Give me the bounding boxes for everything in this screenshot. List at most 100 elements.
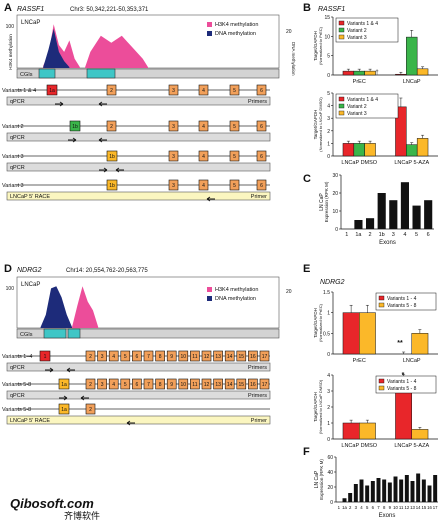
c-ylabel: LN CaP bbox=[319, 193, 325, 211]
f-bar bbox=[376, 478, 381, 502]
a-row-2-exon-6 bbox=[256, 120, 267, 132]
b-bottom-ylabel: Target/GAPDH bbox=[313, 110, 318, 140]
legend-dna: DNA methylation bbox=[215, 31, 256, 37]
a-row-3-label: Variant 3 bbox=[2, 154, 24, 160]
a-row-4-exon-6 bbox=[256, 179, 267, 191]
cgi-block-d1 bbox=[43, 328, 67, 339]
a-row-4-exon-1b bbox=[106, 179, 118, 191]
y-left-tick-d: 100 bbox=[6, 286, 15, 292]
d-row-1-exon-label-5: 5 bbox=[124, 354, 127, 360]
c-bar bbox=[354, 220, 363, 229]
cgi-block-2 bbox=[86, 68, 116, 79]
a-row-4-exon-label-6: 6 bbox=[260, 183, 263, 189]
f-ytick-label: 20 bbox=[327, 485, 333, 491]
gene-name-e: NDRG2 bbox=[320, 279, 345, 286]
a-row-1-sub-bar bbox=[6, 96, 271, 106]
d-row-2-primer-label: Primers bbox=[248, 393, 267, 399]
e-bottom-ylabel: Target/GAPDH bbox=[313, 392, 318, 422]
f-xtick-label: 12 bbox=[404, 505, 409, 510]
f-xtick-label: 16 bbox=[427, 505, 432, 510]
e-bottom-marker: * bbox=[402, 372, 405, 379]
legend-swatch-dna-d bbox=[207, 296, 212, 301]
b-bottom-legend-label: Variants 1 & 4 bbox=[347, 97, 378, 103]
b-bottom-ytick-label: 0 bbox=[327, 154, 330, 160]
d-row-1-label: Variants 1–4 bbox=[2, 354, 32, 360]
primer-rev-d2 bbox=[80, 395, 89, 401]
b-bottom-ytick-label: 4 bbox=[327, 104, 330, 110]
a-row-1-exon-label-5: 5 bbox=[233, 88, 236, 94]
b-bottom-ytick-label: 5 bbox=[327, 91, 330, 97]
f-bar bbox=[353, 484, 358, 502]
primer-rev-a2 bbox=[98, 137, 107, 143]
legend-swatch-dna bbox=[207, 31, 212, 36]
d-row-1-exon-label-4: 4 bbox=[112, 354, 115, 360]
d-row-2-exon-label-9: 9 bbox=[170, 382, 173, 388]
a-row-3-exon-6 bbox=[256, 150, 267, 162]
a-row-1-exon-label-6: 6 bbox=[260, 88, 263, 94]
c-ytick-label: 20 bbox=[332, 191, 338, 197]
d-row-1-exon-12 bbox=[201, 350, 212, 362]
c-xtick-label: 1 bbox=[345, 232, 348, 238]
y-left-label: H3K4 methylation bbox=[8, 34, 13, 70]
d-row-2-exon-label-14: 14 bbox=[227, 382, 233, 388]
a-row-2-sub-label: qPCR bbox=[10, 135, 25, 141]
d-row-1-exon-label-7: 7 bbox=[147, 354, 150, 360]
e-bottom-ytick-label: 3 bbox=[327, 389, 330, 395]
b-bottom-legend-swatch bbox=[338, 110, 345, 116]
b-bottom-bar bbox=[406, 144, 418, 157]
c-xtick-label: 3 bbox=[392, 232, 395, 238]
b-top-xlabel: PrEC bbox=[353, 79, 366, 85]
e-top-bar bbox=[342, 312, 360, 355]
c-bar bbox=[424, 200, 433, 229]
f-bar bbox=[342, 498, 347, 502]
panel-letter-c: C bbox=[303, 173, 311, 185]
d-row-1-exon-label-3: 3 bbox=[101, 354, 104, 360]
c-xtick-label: 2 bbox=[369, 232, 372, 238]
d-row-2-exon-label-16: 16 bbox=[250, 382, 256, 388]
e-top-ylabel: Target/GAPDH bbox=[313, 308, 318, 338]
d-row-2-exon-2 bbox=[85, 378, 96, 390]
a-row-4-exon-label-3: 3 bbox=[172, 183, 175, 189]
e-bottom-legend-box bbox=[375, 375, 437, 394]
a-row-3-exon-4 bbox=[198, 150, 209, 162]
cgi-block-1 bbox=[38, 68, 56, 79]
e-bottom-bar bbox=[342, 422, 360, 440]
f-xtick-label: 10 bbox=[393, 505, 398, 510]
cgi-bar bbox=[16, 68, 280, 79]
c-bar bbox=[412, 205, 421, 229]
f-ylabel: LN CaP bbox=[314, 470, 320, 488]
d-row-1-exon-14 bbox=[224, 350, 235, 362]
c-xtick-label: 1b bbox=[379, 232, 385, 238]
e-top-ylabel-2: (Normalized to PrEC) bbox=[318, 303, 323, 342]
a-row-1-exon-4 bbox=[198, 84, 209, 96]
c-bar bbox=[365, 218, 375, 229]
d-row-2-exon-label-8: 8 bbox=[159, 382, 162, 388]
b-top-bar bbox=[416, 68, 429, 76]
a-row-1-exon-3 bbox=[168, 84, 179, 96]
d-row-1-exon-15 bbox=[236, 350, 247, 362]
a-row-1-primer-label: Primers bbox=[248, 99, 267, 105]
f-bar bbox=[416, 473, 421, 502]
b-top-marker: † bbox=[375, 70, 378, 76]
a-row-2-exon-label-6: 6 bbox=[260, 124, 263, 130]
d-row-1-exon-13 bbox=[213, 350, 223, 362]
locus: Chr3: 50,342,221-50,353,371 bbox=[70, 7, 149, 13]
e-top-legend-swatch bbox=[378, 302, 385, 308]
f-bar bbox=[387, 482, 392, 502]
e-top-bar bbox=[411, 333, 429, 355]
a-row-3-exon-5 bbox=[229, 150, 240, 162]
e-top-ytick-label: 0 bbox=[327, 352, 330, 358]
e-bottom-ytick-label: 4 bbox=[327, 373, 330, 379]
a-row-4-exon-3 bbox=[168, 179, 179, 191]
c-bar bbox=[377, 193, 386, 229]
d-row-1-exon-7 bbox=[143, 350, 154, 362]
d-row-1-exon-10 bbox=[178, 350, 189, 362]
d-row-2-exon-11 bbox=[190, 378, 200, 390]
c-xlabel: Exons bbox=[379, 240, 396, 246]
b-bottom-legend-swatch bbox=[338, 103, 345, 109]
f-bar bbox=[370, 481, 375, 502]
d-row-2-exon-3 bbox=[97, 378, 107, 390]
c-xtick-label: 1a bbox=[355, 232, 362, 238]
